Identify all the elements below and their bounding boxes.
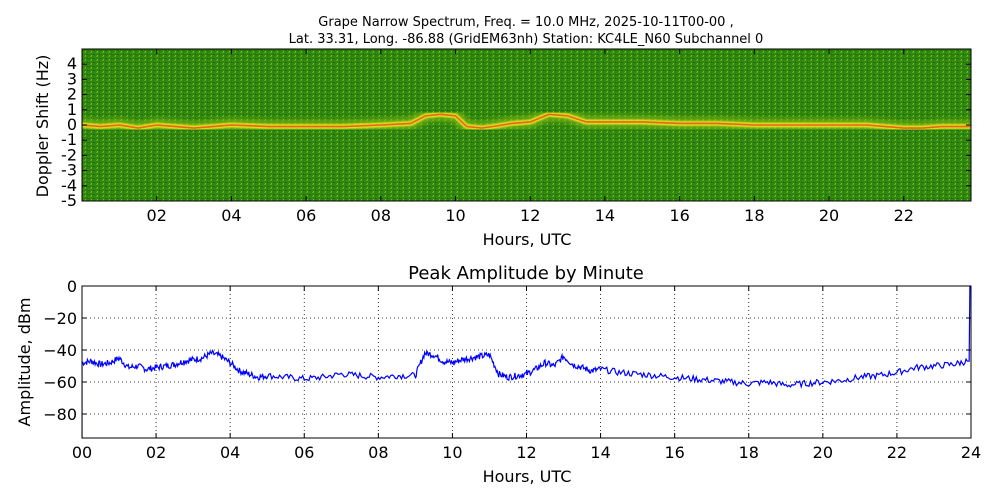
amplitude-x-tick-label: 24 [961, 443, 981, 462]
amplitude-x-tick-label: 02 [146, 443, 166, 462]
spectrogram-y-tick-label: 1 [67, 100, 77, 119]
spectrogram-y-axis-label: Doppler Shift (Hz) [33, 55, 52, 198]
spectrogram-x-tick-label: 04 [221, 206, 241, 225]
amplitude-series-line [82, 286, 971, 438]
amplitude-title: Peak Amplitude by Minute [408, 263, 644, 284]
amplitude-x-tick-label: 10 [442, 443, 462, 462]
amplitude-x-tick-label: 22 [887, 443, 907, 462]
spectrogram-y-tick-label: 4 [67, 54, 77, 73]
amplitude-y-tick-label: −20 [43, 309, 77, 328]
amplitude-x-tick-label: 16 [664, 443, 684, 462]
carrier-trace [82, 113, 971, 129]
amplitude-x-tick-label: 00 [72, 443, 92, 462]
amplitude-x-tick-label: 04 [220, 443, 240, 462]
spectrogram-x-axis-label: Hours, UTC [483, 230, 572, 249]
amplitude-x-tick-label: 18 [739, 443, 759, 462]
amplitude-x-tick-label: 08 [368, 443, 388, 462]
spectrogram-y-tick-label: -1 [61, 130, 77, 149]
amplitude-x-tick-label: 14 [590, 443, 610, 462]
spectrogram-y-tick-label: -4 [61, 176, 77, 195]
spectrogram-plot-area [81, 48, 972, 202]
spectrogram-y-tick-label: -2 [61, 145, 77, 164]
spectrogram-x-tick-label: 18 [744, 206, 764, 225]
spectrogram-x-tick-label: 08 [371, 206, 391, 225]
spectrogram-y-tick-label: 2 [67, 85, 77, 104]
amplitude-x-tick-label: 20 [813, 443, 833, 462]
spectrogram-y-tick-label: 0 [67, 115, 77, 134]
amplitude-y-axis-label: Amplitude, dBm [15, 298, 34, 427]
amplitude-x-tick-label: 12 [516, 443, 536, 462]
amplitude-plot-area [81, 285, 972, 439]
spectrogram-x-tick-label: 06 [296, 206, 316, 225]
spectrogram-title-line1: Grape Narrow Spectrum, Freq. = 10.0 MHz,… [318, 15, 733, 30]
amplitude-y-tick-label: 0 [67, 277, 77, 296]
amplitude-y-tick-label: −40 [43, 341, 77, 360]
spectrogram-x-tick-label: 16 [669, 206, 689, 225]
spectrogram-y-tick-label: 3 [67, 69, 77, 88]
spectrogram-x-tick-label: 22 [894, 206, 914, 225]
spectrogram-x-tick-label: 20 [819, 206, 839, 225]
spectrogram-title-line2: Lat. 33.31, Long. -86.88 (GridEM63nh) St… [289, 32, 764, 47]
amplitude-x-tick-label: 06 [294, 443, 314, 462]
spectrogram-y-tick-label: -3 [61, 161, 77, 180]
spectrogram-y-tick-label: -5 [61, 191, 77, 210]
spectrogram-x-tick-label: 14 [595, 206, 615, 225]
spectrogram-x-tick-label: 02 [147, 206, 167, 225]
amplitude-y-tick-label: −60 [43, 373, 77, 392]
spectrogram-x-tick-label: 12 [520, 206, 540, 225]
amplitude-x-axis-label: Hours, UTC [483, 467, 572, 486]
spectrogram-x-tick-label: 10 [445, 206, 465, 225]
amplitude-y-tick-label: −80 [43, 405, 77, 424]
